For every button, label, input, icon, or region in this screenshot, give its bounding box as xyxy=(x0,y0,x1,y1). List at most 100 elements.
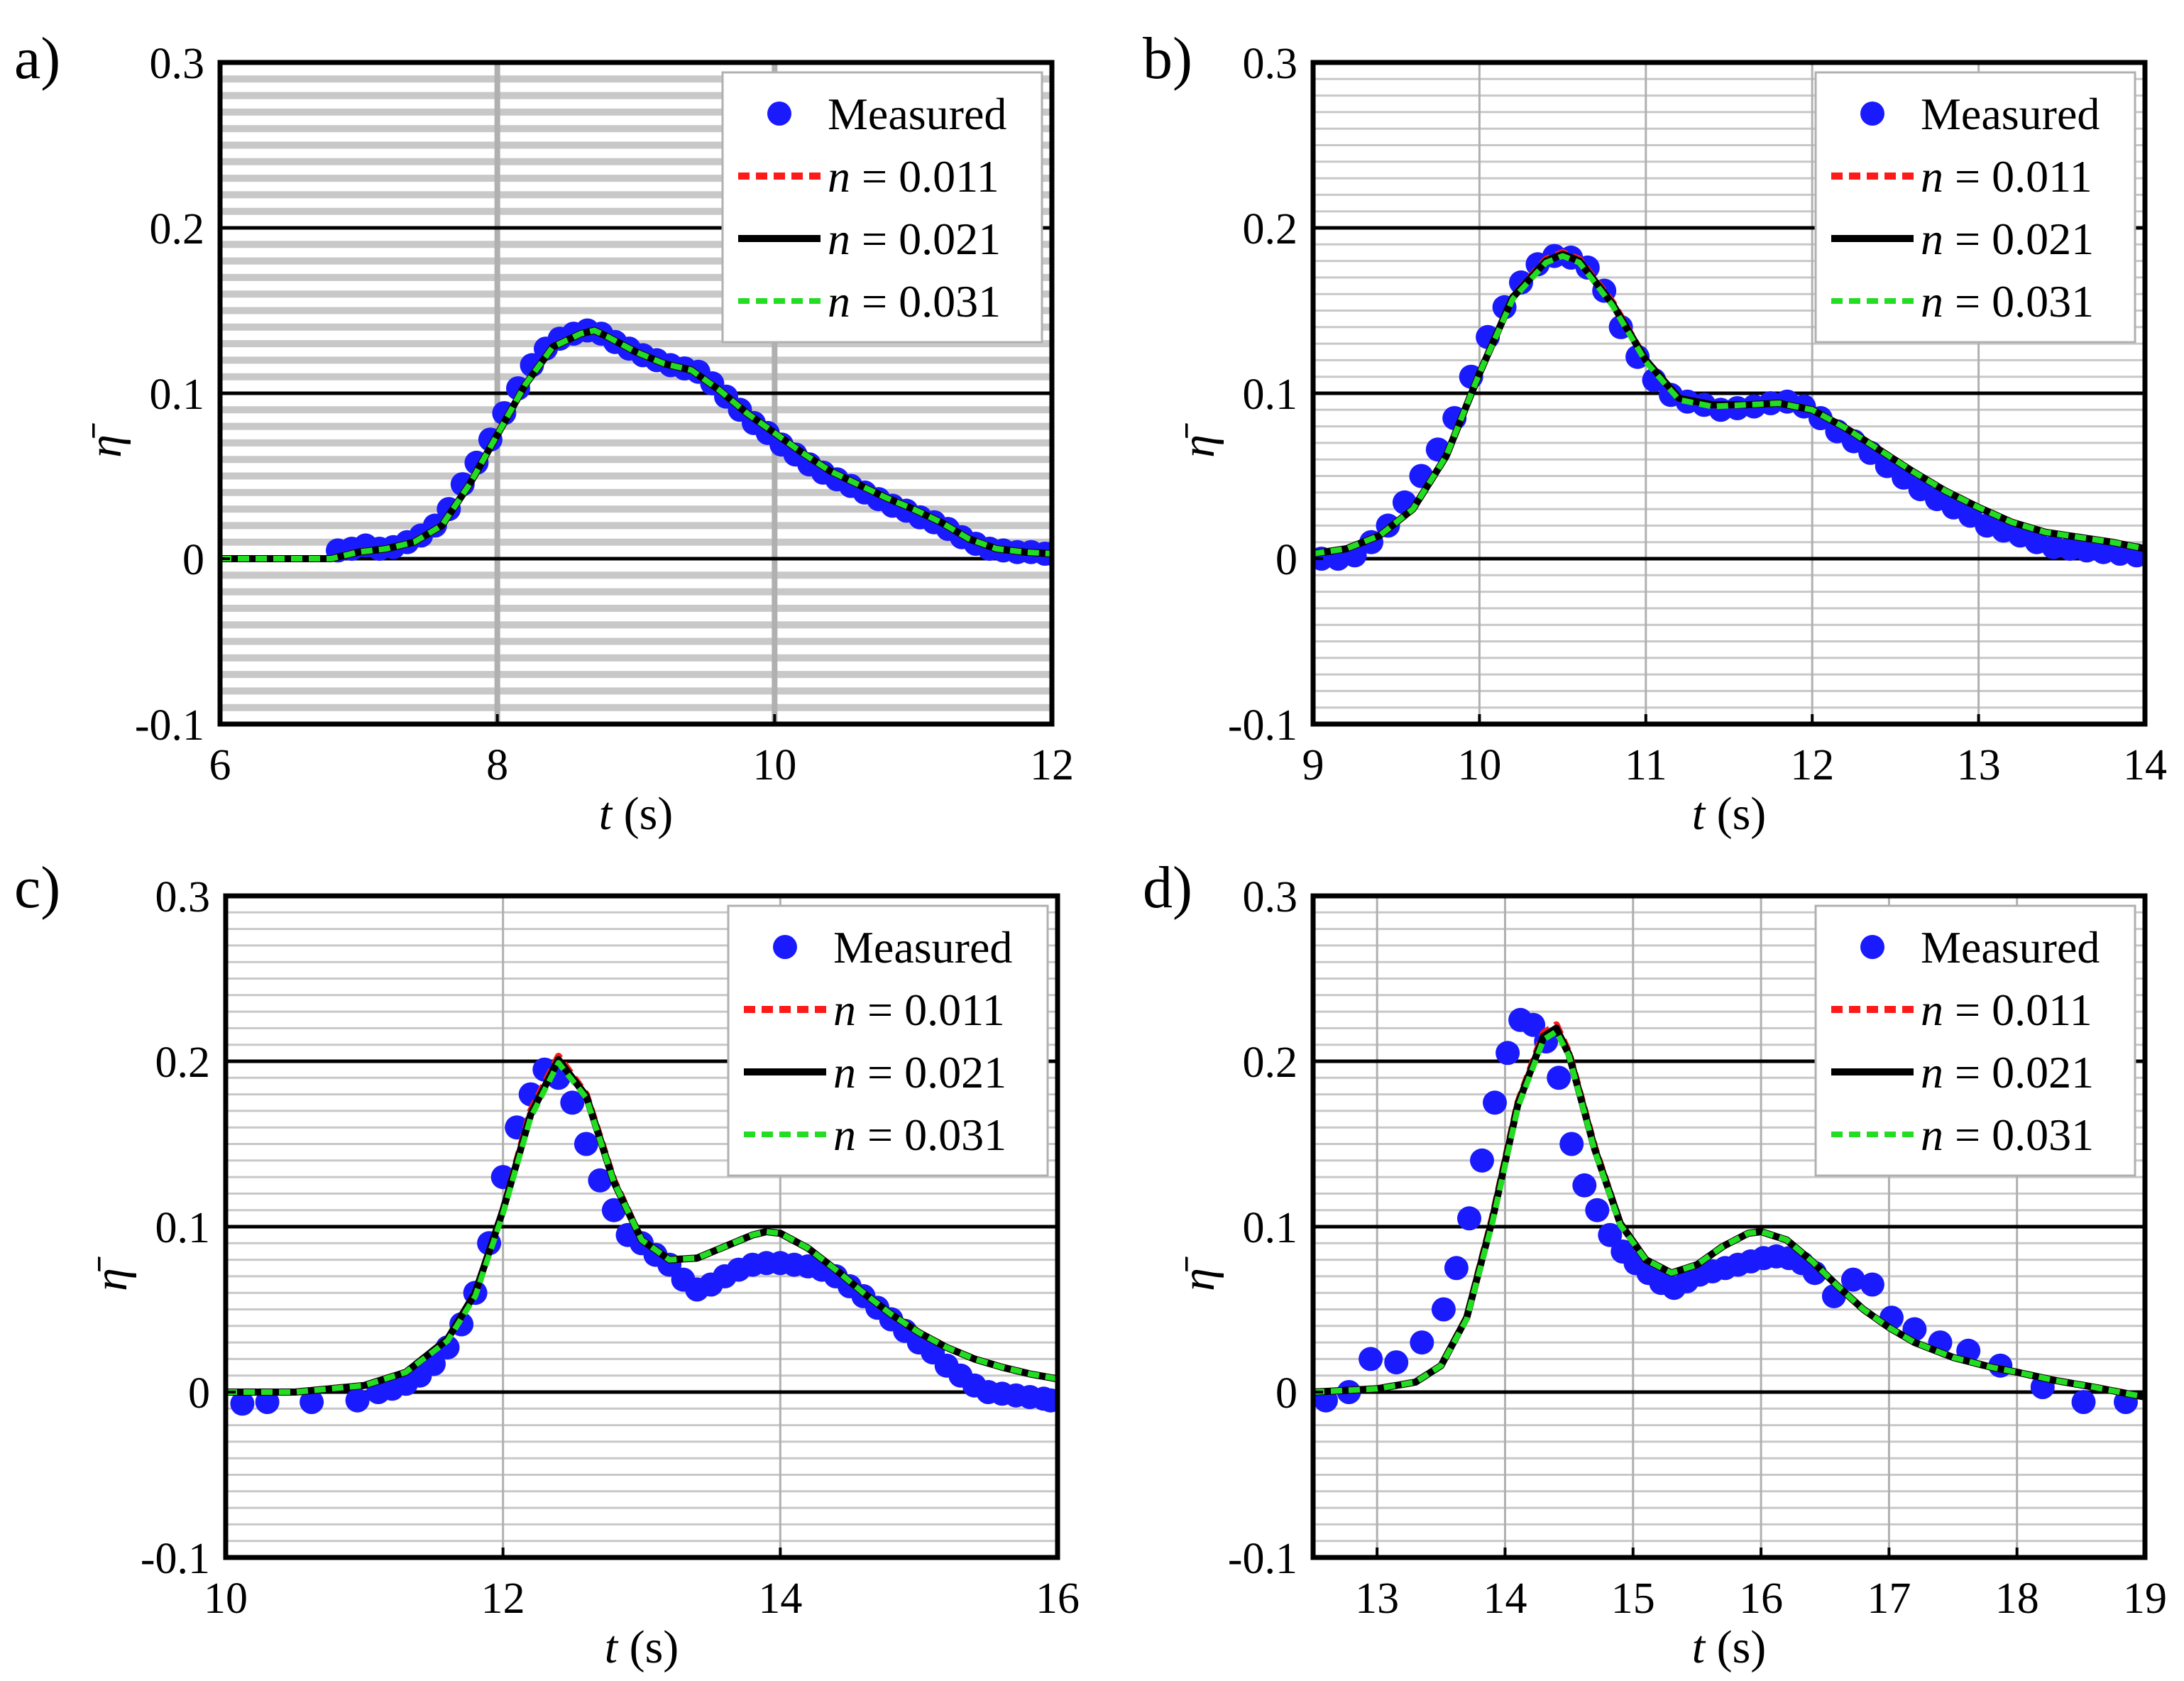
series-n031-line xyxy=(1313,253,2145,557)
x-tick-label: 16 xyxy=(1036,1575,1080,1623)
legend-entry-label: n = 0.011 xyxy=(1921,151,2092,202)
measured-point xyxy=(255,1390,280,1414)
legend-var: n xyxy=(833,985,856,1035)
measured-point xyxy=(345,1388,370,1413)
series-n031-line xyxy=(226,1060,1058,1395)
x-tick-label: 16 xyxy=(1739,1575,1783,1623)
data-layer xyxy=(226,1053,1058,1416)
panel-a: -0.1 0 0.1 0.2 0.3 6 8 10 12 t (s) η̄ a) Measured n =… xyxy=(14,26,1074,840)
measured-point xyxy=(1521,1012,1546,1037)
legend-value: = 0.011 xyxy=(856,985,1005,1035)
measured-point xyxy=(1585,1198,1610,1222)
measured-point xyxy=(1559,1132,1584,1156)
y-tick-label: -0.1 xyxy=(141,1535,210,1583)
measured-point xyxy=(1384,1350,1409,1375)
y-tick-label: 0 xyxy=(182,536,204,584)
legend-var: n xyxy=(1921,1110,1943,1160)
y-tick-label: 0 xyxy=(188,1369,210,1418)
y-axis-label: η̄ xyxy=(1173,422,1224,458)
series-n031-line xyxy=(1313,1029,2145,1400)
panel-label: d) xyxy=(1143,855,1192,921)
legend-entry-label: n = 0.011 xyxy=(833,985,1005,1035)
legend-entry-label: Measured xyxy=(833,922,1012,973)
measured-point xyxy=(1410,1330,1434,1355)
legend-value: = 0.031 xyxy=(856,1110,1006,1160)
x-tick-label: 12 xyxy=(1790,741,1834,789)
y-tick-label: 0 xyxy=(1275,1369,1297,1418)
x-tick-label: 13 xyxy=(1355,1575,1399,1623)
y-tick-label: 0.2 xyxy=(1243,205,1298,253)
x-axis-label-unit: (s) xyxy=(1705,1621,1766,1673)
measured-point xyxy=(1483,1090,1507,1115)
data-layer xyxy=(1313,243,2145,571)
y-tick-label: 0.1 xyxy=(1243,1204,1298,1252)
x-tick-label: 10 xyxy=(752,741,796,789)
panel-b: -0.1 0 0.1 0.2 0.3 9 10 11 12 13 14 t (s) η̄ b) Measur… xyxy=(1143,26,2167,840)
x-axis-label: t (s) xyxy=(605,1621,679,1673)
panel-label: c) xyxy=(14,855,60,921)
legend-value: = 0.021 xyxy=(856,1047,1006,1097)
series-n031-line xyxy=(220,327,1052,562)
measured-point xyxy=(1470,1148,1494,1173)
legend-var: n xyxy=(1921,276,1943,327)
y-tick-label: -0.1 xyxy=(135,701,204,750)
measured-point xyxy=(560,1090,585,1115)
legend-swatch-measured xyxy=(1860,935,1884,959)
x-tick-label: 14 xyxy=(1483,1575,1527,1623)
measured-point xyxy=(1598,1222,1623,1247)
y-tick-label: 0.2 xyxy=(150,205,205,253)
legend-value: = 0.021 xyxy=(1943,1047,2094,1097)
measured-point xyxy=(1359,1347,1383,1371)
x-axis-label-var: t xyxy=(605,1621,619,1673)
y-tick-label: 0.3 xyxy=(155,873,211,921)
legend-entry-label: Measured xyxy=(828,89,1006,139)
x-axis-label: t (s) xyxy=(1692,1621,1767,1673)
data-layer xyxy=(1313,1007,2145,1414)
x-tick-label: 9 xyxy=(1302,741,1324,789)
legend-entry-label: n = 0.021 xyxy=(833,1047,1006,1097)
legend-value: = 0.021 xyxy=(850,214,1001,264)
x-axis-label-unit: (s) xyxy=(612,788,673,840)
x-axis-label-var: t xyxy=(1692,1621,1706,1673)
legend-value: = 0.031 xyxy=(1943,276,2094,327)
measured-point xyxy=(1038,1388,1058,1413)
measured-point xyxy=(1444,1256,1469,1281)
legend-var: n xyxy=(828,276,850,327)
x-tick-label: 12 xyxy=(481,1575,525,1623)
panel-d: -0.1 0 0.1 0.2 0.3 13 14 15 16 17 18 19 t (s) η̄ d) Mea… xyxy=(1143,855,2167,1673)
measured-point xyxy=(230,1391,255,1416)
legend-entry-label: Measured xyxy=(1921,89,2100,139)
measured-point xyxy=(1457,1206,1481,1231)
y-tick-label: 0.3 xyxy=(1243,40,1298,88)
x-axis-label-unit: (s) xyxy=(1705,788,1766,840)
x-tick-label: 17 xyxy=(1867,1575,1911,1623)
y-axis-label: η̄ xyxy=(79,422,131,458)
panel-label: a) xyxy=(14,26,60,92)
measured-point xyxy=(1572,1173,1597,1198)
legend-entry-label: n = 0.021 xyxy=(828,214,1001,264)
x-tick-label: 6 xyxy=(209,741,231,789)
legend-var: n xyxy=(828,214,850,264)
legend-value: = 0.011 xyxy=(1943,151,2092,202)
y-tick-label: 0.1 xyxy=(150,371,205,419)
x-tick-label: 19 xyxy=(2123,1575,2167,1623)
legend-swatch-measured xyxy=(773,935,797,959)
x-tick-label: 13 xyxy=(1957,741,2001,789)
x-tick-label: 18 xyxy=(1995,1575,2039,1623)
x-tick-label: 14 xyxy=(758,1575,802,1623)
measured-point xyxy=(2071,1390,2096,1414)
y-tick-label: -0.1 xyxy=(1228,701,1297,750)
legend-entry-label: n = 0.011 xyxy=(1921,985,2092,1035)
legend-value: = 0.021 xyxy=(1943,214,2094,264)
legend-swatch-measured xyxy=(767,102,791,126)
x-tick-label: 15 xyxy=(1611,1575,1655,1623)
legend-value: = 0.011 xyxy=(1943,985,2092,1035)
panel-label: b) xyxy=(1143,26,1192,92)
y-axis-label: η̄ xyxy=(85,1256,137,1291)
x-axis-label: t (s) xyxy=(1692,788,1767,840)
y-tick-label: 0.1 xyxy=(1243,371,1298,419)
x-tick-label: 14 xyxy=(2123,741,2167,789)
